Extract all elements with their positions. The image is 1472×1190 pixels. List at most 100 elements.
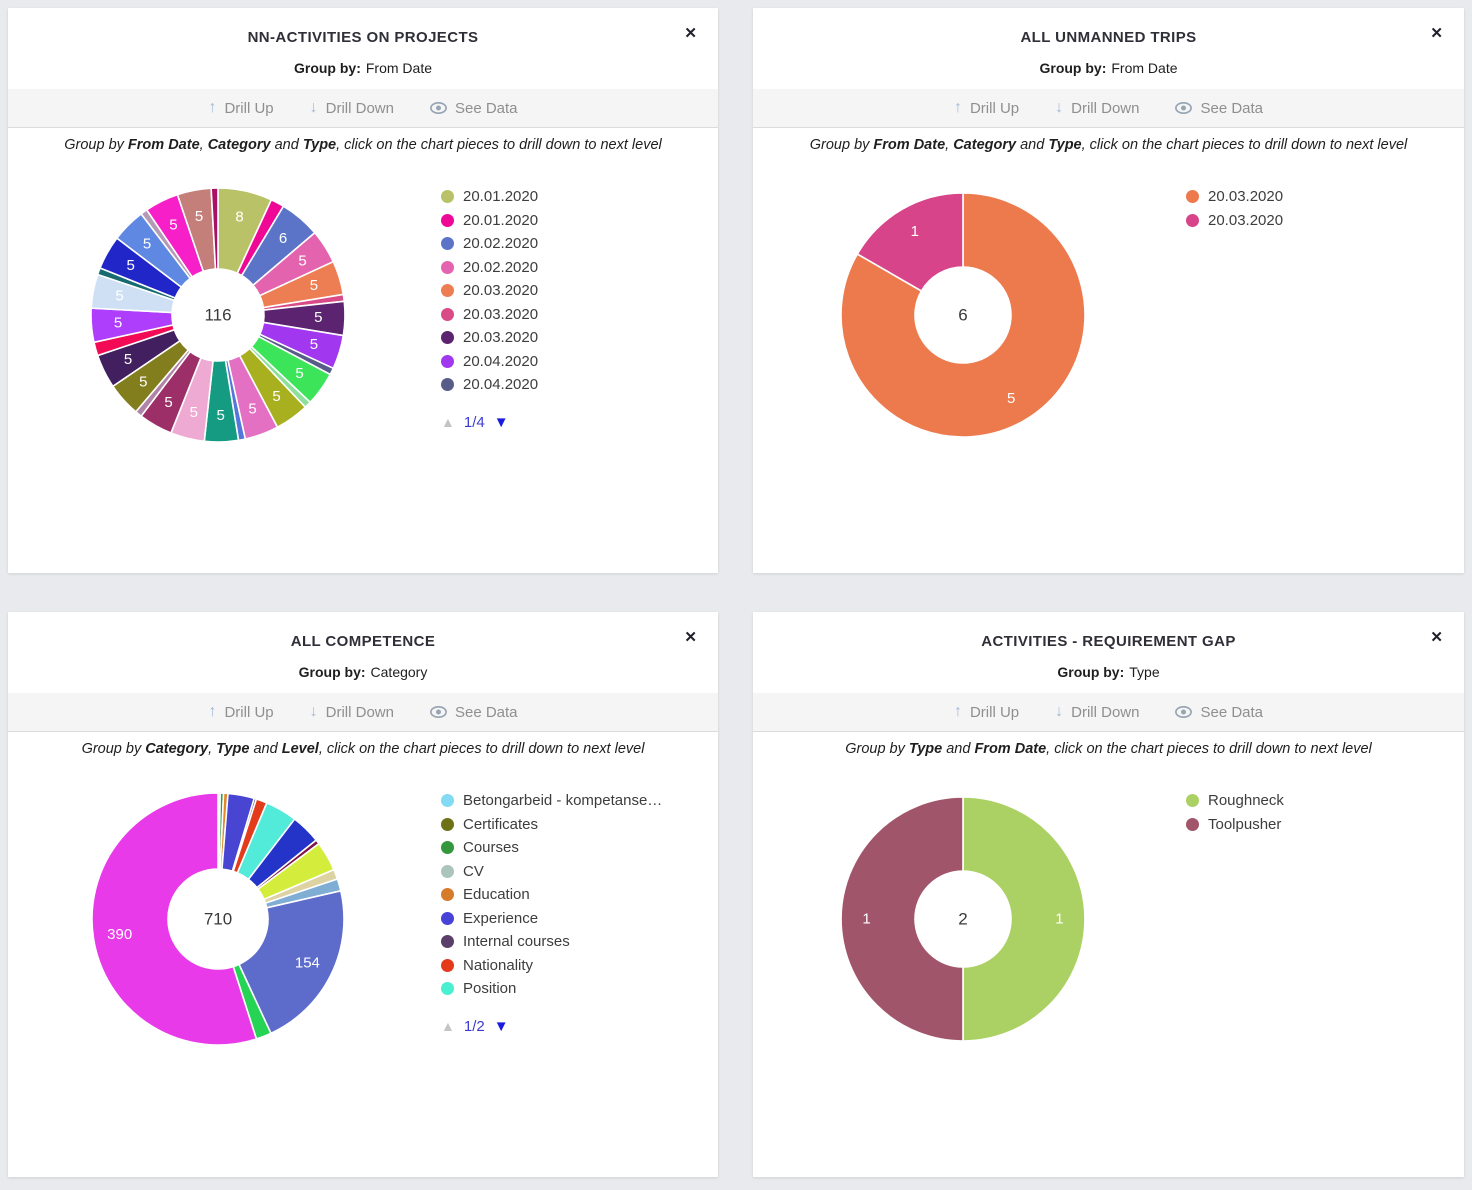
page-next-icon[interactable]: ▼ — [493, 413, 509, 431]
chart-center-total: 116 — [204, 306, 231, 325]
group-by-label: Group by: — [293, 60, 361, 76]
see-data-button[interactable]: See Data — [1175, 100, 1263, 117]
legend-item: 20.03.2020 — [441, 326, 538, 350]
chart-toolbar: ↑ Drill Up ↓ Drill Down See Data — [753, 89, 1464, 128]
legend-swatch — [441, 331, 454, 345]
legend-label: 20.03.2020 — [463, 282, 539, 300]
see-data-label: See Data — [454, 99, 518, 117]
drill-down-label: Drill Down — [1071, 703, 1140, 721]
group-by: Group by: Type — [753, 664, 1464, 680]
slice-value-label: 5 — [143, 236, 151, 253]
see-data-label: See Data — [1200, 703, 1264, 721]
chart-toolbar: ↑ Drill Up ↓ Drill Down See Data — [8, 89, 718, 128]
page-next-icon[interactable]: ▼ — [493, 1017, 509, 1035]
slice-value-label: 1 — [911, 223, 919, 240]
legend-item: Education — [441, 883, 662, 907]
legend-item: 20.04.2020 — [441, 350, 538, 374]
donut-chart: 1 1 2 — [833, 789, 1093, 1049]
legend-swatch — [441, 378, 454, 392]
group-by: Group by: From Date — [753, 60, 1464, 76]
legend-label: Experience — [463, 909, 539, 927]
slice-value-label: 5 — [139, 374, 147, 391]
legend-swatch — [441, 841, 454, 855]
legend-label: Toolpusher — [1208, 815, 1282, 833]
see-data-label: See Data — [454, 703, 518, 721]
drill-up-button[interactable]: ↑ Drill Up — [954, 100, 1019, 117]
arrow-down-icon: ↓ — [309, 703, 318, 720]
drill-up-button[interactable]: ↑ Drill Up — [208, 100, 273, 117]
slice-value-label: 5 — [298, 253, 306, 270]
close-icon[interactable]: ✕ — [684, 25, 697, 42]
legend-swatch — [441, 284, 454, 298]
panel-title: NN-ACTIVITIES ON PROJECTS — [247, 29, 479, 46]
see-data-button[interactable]: See Data — [430, 100, 518, 117]
slice-value-label: 8 — [235, 209, 243, 226]
eye-icon — [430, 102, 447, 114]
donut-svg: 1 1 2 — [840, 796, 1086, 1042]
chart-segment[interactable] — [962, 796, 1086, 1042]
chart-description: Group by From Date, Category and Type, c… — [809, 137, 1408, 153]
eye-icon — [1175, 706, 1193, 718]
chart-segment[interactable] — [840, 192, 1086, 438]
arrow-up-icon: ↑ — [208, 703, 217, 720]
drill-up-button[interactable]: ↑ Drill Up — [208, 704, 273, 721]
legend-item: Position — [441, 977, 662, 1001]
chart-center-total: 2 — [958, 910, 967, 929]
page-prev-icon[interactable]: ▲ — [441, 1018, 455, 1034]
legend-label: Certificates — [463, 815, 539, 833]
drill-down-button[interactable]: ↓ Drill Down — [1055, 100, 1139, 117]
chart-segment[interactable] — [840, 796, 964, 1042]
drill-up-button[interactable]: ↑ Drill Up — [954, 704, 1019, 721]
drill-down-button[interactable]: ↓ Drill Down — [310, 100, 394, 117]
slice-value-label: 5 — [314, 309, 322, 326]
legend-label: CV — [463, 862, 484, 880]
see-data-button[interactable]: See Data — [1175, 704, 1263, 721]
chart-segment[interactable] — [91, 792, 258, 1046]
group-by-label: Group by: — [1039, 60, 1107, 76]
chart-segment[interactable] — [237, 889, 345, 1035]
close-icon[interactable]: ✕ — [684, 629, 697, 646]
close-icon[interactable]: ✕ — [1430, 25, 1443, 42]
chart-legend: Betongarbeid - kompetanse… Certificates Co… — [441, 789, 662, 1035]
chart-segment[interactable] — [210, 187, 219, 270]
close-icon[interactable]: ✕ — [1430, 629, 1443, 646]
drill-up-label: Drill Up — [969, 99, 1020, 117]
legend-item: Toolpusher — [1186, 813, 1284, 837]
slice-value-label: 6 — [279, 230, 287, 247]
chart-toolbar: ↑ Drill Up ↓ Drill Down See Data — [753, 693, 1464, 732]
donut-chart: 154 390 710 — [88, 789, 348, 1049]
drill-down-button[interactable]: ↓ Drill Down — [1055, 704, 1139, 721]
eye-icon — [1175, 102, 1193, 114]
legend-swatch — [1186, 213, 1199, 227]
panel-body: Group by Category, Type and Level, click… — [8, 741, 718, 1141]
chart-description: Group by From Date, Category and Type, c… — [64, 137, 662, 153]
legend-item: Betongarbeid - kompetanse… — [441, 789, 662, 813]
donut-chart: 8 6 5 5 5 5 5 5 5 5 5 5 5 5 5 5 5 5 5 5 116 — [88, 185, 348, 445]
drill-up-label: Drill Up — [224, 703, 274, 721]
drill-down-button[interactable]: ↓ Drill Down — [310, 704, 394, 721]
slice-value-label: 5 — [217, 407, 225, 424]
legend-label: Betongarbeid - kompetanse… — [463, 792, 663, 810]
legend-items: 20.03.2020 20.03.2020 — [1186, 185, 1283, 232]
legend-label: 20.04.2020 — [463, 352, 539, 370]
group-by-value: Type — [1129, 664, 1160, 680]
chart-description: Group by Category, Type and Level, click… — [81, 741, 645, 757]
slice-value-label: 5 — [114, 315, 122, 332]
see-data-button[interactable]: See Data — [430, 704, 518, 721]
legend-pagination: ▲ 1/4 ▼ — [441, 414, 538, 431]
slice-value-label: 390 — [107, 926, 132, 943]
panel-nn-activities-on-projects: NN-ACTIVITIES ON PROJECTS ✕ Group by: Fro… — [8, 8, 718, 573]
donut-svg: 5 1 6 — [840, 192, 1086, 438]
legend-swatch — [441, 935, 454, 949]
page-prev-icon[interactable]: ▲ — [441, 414, 455, 430]
chart-toolbar: ↑ Drill Up ↓ Drill Down See Data — [8, 693, 718, 732]
legend-swatch — [441, 190, 454, 204]
chart-legend: Roughneck Toolpusher — [1186, 789, 1284, 836]
chart-segment[interactable] — [856, 192, 964, 293]
legend-swatch — [441, 794, 454, 808]
legend-items: Roughneck Toolpusher — [1186, 789, 1284, 836]
legend-label: Internal courses — [463, 933, 570, 951]
slice-value-label: 5 — [115, 288, 123, 305]
